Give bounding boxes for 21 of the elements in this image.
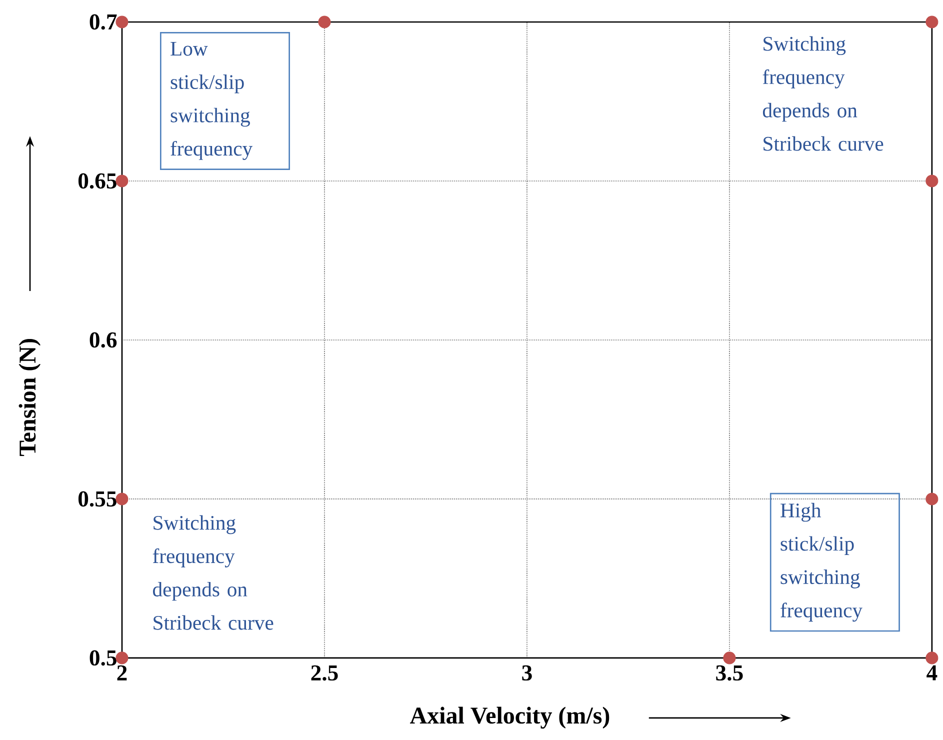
point <box>116 652 128 664</box>
y-axis-title: Tension (N) <box>18 339 41 456</box>
y-tick-label: 0.65 <box>78 173 116 189</box>
x-tick-label: 2.5 <box>311 665 338 681</box>
point <box>318 16 331 28</box>
x-tick-label: 3.5 <box>716 665 743 681</box>
point <box>116 174 128 188</box>
y-tick-label: 0.55 <box>78 491 116 507</box>
annotation: Low stick/slip switching frequency <box>170 42 253 160</box>
annotation: High stick/slip switching frequency <box>780 502 862 622</box>
point <box>723 652 736 664</box>
x-tick-label: 3 <box>522 665 532 681</box>
x-tick-label: 4 <box>926 665 938 680</box>
annotation: Switching frequency depends on Stribeck curve <box>762 36 884 151</box>
y-tick-label: 0.7 <box>90 14 117 30</box>
y-tick-label: 0.6 <box>90 332 117 348</box>
x-axis-title: Axial Velocity (m/s) <box>410 706 610 729</box>
x-tick-label: 2 <box>117 665 127 680</box>
annotation: Switching frequency depends on Stribeck curve <box>152 515 274 630</box>
y-tick-label: 0.5 <box>90 650 116 666</box>
point <box>116 492 128 506</box>
